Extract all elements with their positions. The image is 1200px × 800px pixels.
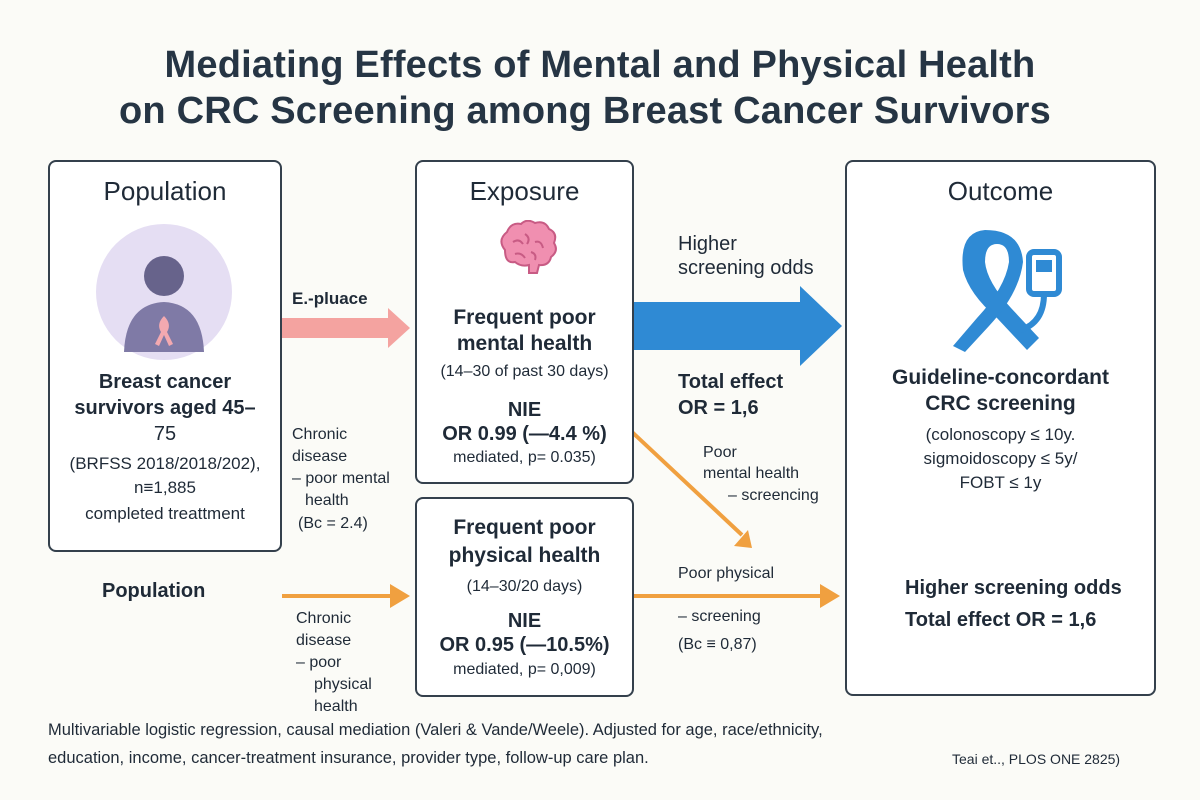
person-ribbon-icon bbox=[96, 224, 232, 360]
exposure-box: Exposure Frequent poor mental health (14… bbox=[415, 160, 634, 484]
physical-nie-value: OR 0.95 (—10.5%) bbox=[439, 634, 610, 656]
phys-path-line2: – screening bbox=[678, 608, 761, 625]
exposure-outcome-arrow bbox=[632, 286, 842, 366]
population-meta-line3: completed treattment bbox=[85, 504, 245, 523]
outcome-box: Outcome Guideline-concordant CRC screeni… bbox=[845, 160, 1156, 696]
chronic-phys-line4: physical bbox=[314, 676, 372, 693]
population-desc-line3: 75 bbox=[153, 423, 177, 445]
outcome-detail-line3: FOBT ≤ 1y bbox=[959, 473, 1042, 492]
outcome-detail-line1: (colonoscopy ≤ 10y. bbox=[925, 425, 1076, 444]
population-meta-line1: (BRFSS 2018/2018/202), bbox=[69, 454, 261, 473]
chronic-phys-line2: disease bbox=[296, 632, 352, 649]
chronic-mental-line2: disease bbox=[292, 448, 348, 465]
population-meta-line2: n≡1,885 bbox=[134, 478, 196, 497]
title-line1: Mediating Effects of Mental and Physical… bbox=[164, 44, 1036, 86]
chronic-phys-line5: health bbox=[314, 698, 358, 715]
exposure-nie-value: OR 0.99 (—4.4 %) bbox=[442, 423, 607, 445]
total-effect-line1: Total effect bbox=[678, 371, 784, 393]
chronic-mental-line5: (Bc = 2.4) bbox=[298, 515, 368, 532]
physical-range: (14–30/20 days) bbox=[466, 578, 583, 595]
higher-odds-line1: Higher bbox=[678, 233, 737, 255]
exposure-nie-label: NIE bbox=[507, 399, 542, 421]
exposure-arrow-label: E.-pluace bbox=[292, 289, 368, 308]
mental-path-line2: mental health bbox=[703, 465, 800, 482]
chronic-mental-line1: Chronic bbox=[292, 426, 348, 443]
phys-path-line1: Poor physical bbox=[678, 565, 775, 582]
total-effect-line2: OR = 1,6 bbox=[678, 397, 759, 419]
physical-nie-label: NIE bbox=[507, 610, 542, 632]
chronic-mental-line4: health bbox=[305, 492, 349, 509]
exposure-header: Exposure bbox=[469, 176, 580, 206]
chronic-mental-line3: – poor mental bbox=[292, 470, 390, 487]
exposure-label-line1: Frequent poor bbox=[453, 306, 596, 329]
mental-path-arrow bbox=[630, 430, 752, 548]
exposure-label-line2: mental health bbox=[456, 332, 593, 355]
ribbon-test-icon bbox=[939, 222, 1079, 352]
outcome-odds-total: Total effect OR = 1,6 bbox=[905, 609, 1097, 631]
physical-outcome-arrow bbox=[632, 584, 840, 608]
outcome-detail-line2: sigmoidoscopy ≤ 5y/ bbox=[923, 449, 1078, 468]
population-desc-line2: survivors aged 45– bbox=[74, 397, 256, 419]
physical-nie-meta: mediated, p= 0,009) bbox=[453, 661, 596, 678]
mental-path-line3: – screencing bbox=[728, 487, 819, 504]
brain-icon bbox=[495, 220, 559, 278]
footer-methods-line2: education, income, cancer-treatment insu… bbox=[48, 749, 649, 767]
chronic-phys-line3: – poor bbox=[296, 654, 342, 671]
population-desc-line1: Breast cancer bbox=[98, 371, 232, 393]
outcome-label-line1: Guideline-concordant bbox=[891, 366, 1109, 389]
footer-citation: Teai et.., PLOS ONE 2825) bbox=[952, 751, 1121, 767]
footer-methods-line1: Multivariable logistic regression, causa… bbox=[48, 721, 823, 739]
title-line2: on CRC Screening among Breast Cancer Sur… bbox=[118, 90, 1052, 132]
population-box: Population Breast cancer survivors aged … bbox=[48, 160, 282, 552]
physical-label-line2: physical health bbox=[448, 544, 601, 567]
outcome-odds-label: Higher screening odds bbox=[905, 577, 1122, 599]
physical-label-line1: Frequent poor bbox=[453, 516, 596, 539]
outcome-header: Outcome bbox=[947, 176, 1054, 206]
population-header: Population bbox=[103, 176, 227, 206]
population-lower-label: Population bbox=[102, 580, 206, 602]
chronic-phys-line1: Chronic bbox=[296, 610, 352, 627]
outcome-label-line2: CRC screening bbox=[925, 392, 1076, 415]
mental-path-line1: Poor bbox=[703, 444, 737, 461]
exposure-range: (14–30 of past 30 days) bbox=[440, 363, 609, 380]
page-title: Mediating Effects of Mental and Physical… bbox=[0, 42, 1200, 134]
phys-path-line3: (Bc ≡ 0,87) bbox=[678, 636, 757, 653]
population-exposure-arrow bbox=[282, 308, 410, 348]
higher-odds-line2: screening odds bbox=[678, 257, 814, 279]
exposure-nie-meta: mediated, p= 0.035) bbox=[453, 449, 596, 466]
population-physical-arrow bbox=[282, 584, 410, 608]
physical-box: Frequent poor physical health (14–30/20 … bbox=[415, 497, 634, 697]
